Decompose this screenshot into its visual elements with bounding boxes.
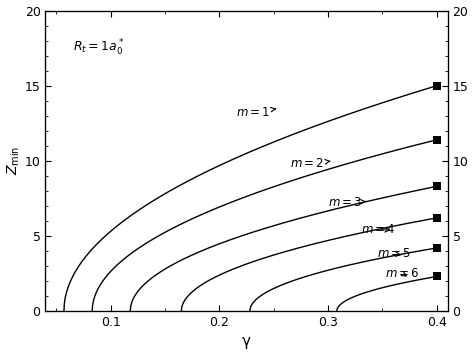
Text: $m = 6$: $m = 6$ [385,267,419,280]
X-axis label: γ: γ [242,334,251,349]
Text: $m = 5$: $m = 5$ [377,247,411,261]
Text: $m = 1$: $m = 1$ [236,106,276,119]
Text: $m = 4$: $m = 4$ [361,223,395,236]
Text: $m = 2$: $m = 2$ [290,157,330,170]
Text: $R_t = 1a_0^*$: $R_t = 1a_0^*$ [73,38,125,58]
Y-axis label: $Z_{\mathrm{min}}$: $Z_{\mathrm{min}}$ [6,146,22,175]
Text: $m = 3$: $m = 3$ [328,196,365,209]
